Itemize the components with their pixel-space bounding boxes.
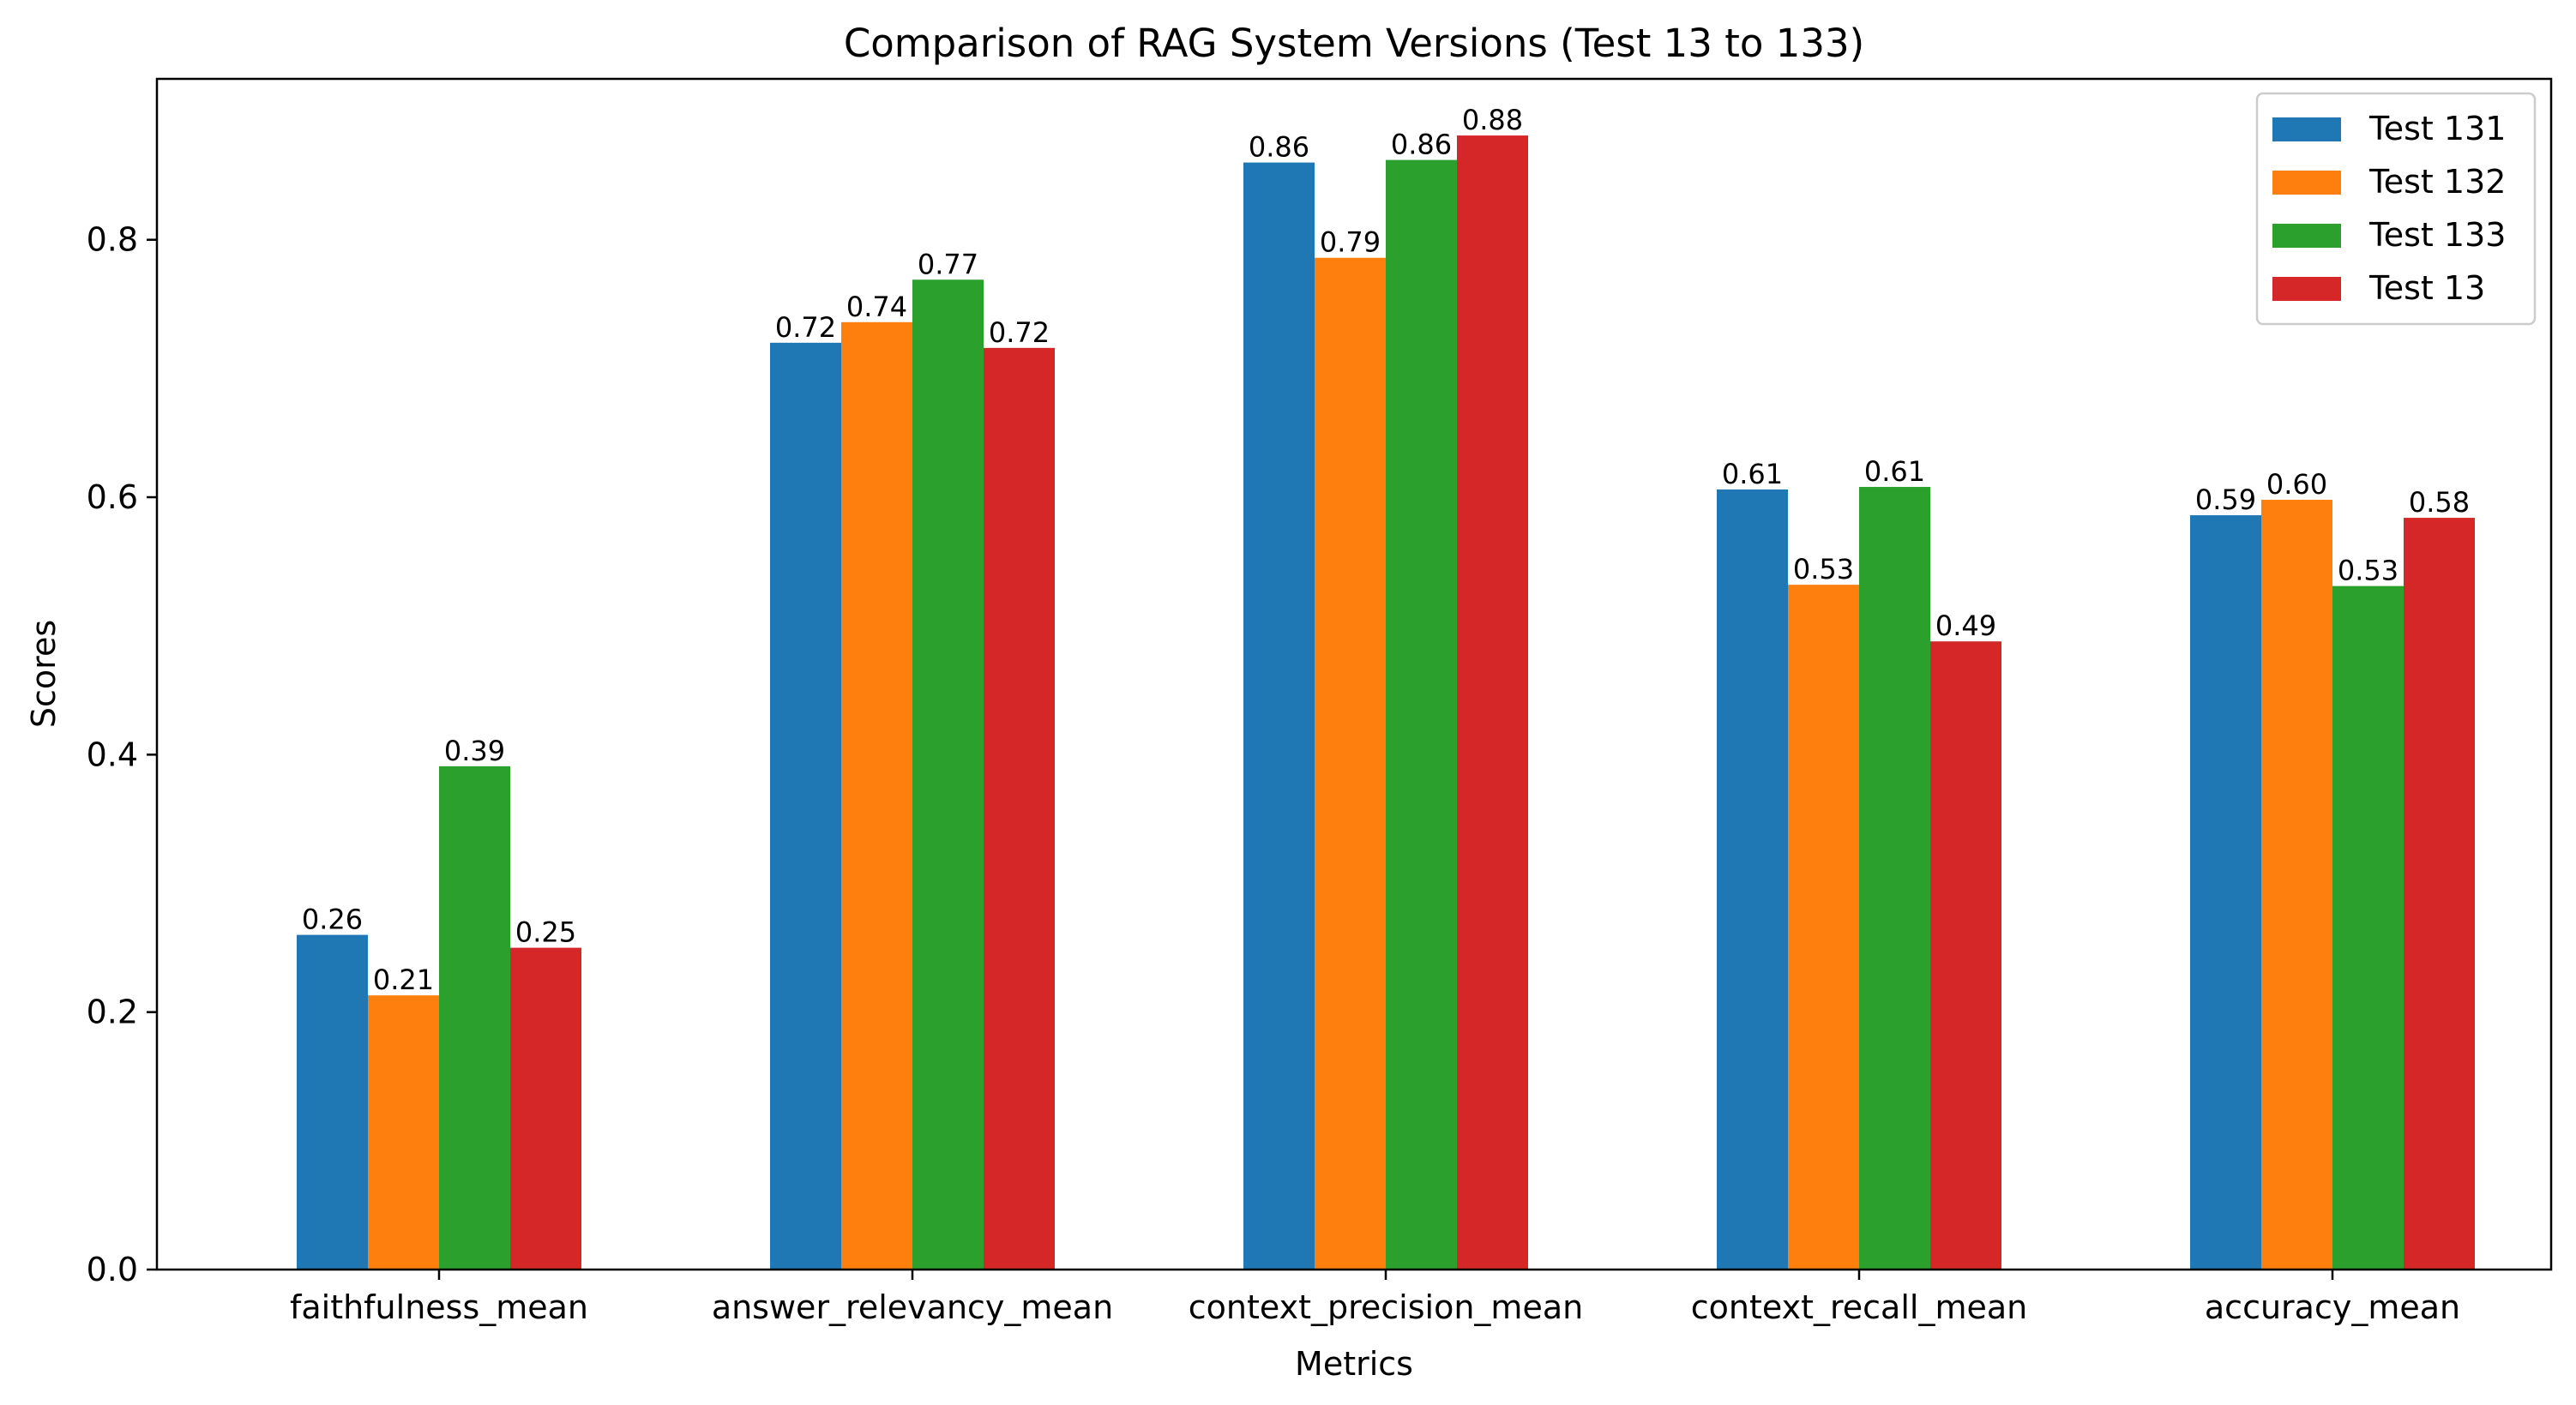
x-tick-label: context_recall_mean	[1691, 1288, 2027, 1326]
y-tick-label: 0.6	[87, 478, 138, 516]
bar-value-label: 0.58	[2409, 486, 2470, 519]
bar-value-label: 0.60	[2266, 468, 2327, 501]
x-tick-label: answer_relevancy_mean	[712, 1288, 1113, 1326]
bar	[1859, 487, 1930, 1270]
legend-label: Test 131	[2368, 110, 2506, 147]
bar-value-label: 0.61	[1864, 455, 1925, 488]
legend-swatch	[2272, 117, 2341, 141]
bar-value-label: 0.39	[444, 735, 505, 767]
bar	[2261, 500, 2332, 1270]
bar	[912, 279, 984, 1270]
plot-frame	[155, 77, 2553, 1271]
y-tick-label: 0.2	[87, 994, 138, 1031]
bar-value-label: 0.59	[2195, 483, 2256, 516]
bar-value-label: 0.53	[2338, 555, 2398, 587]
bar	[1788, 585, 1859, 1270]
bar	[1457, 135, 1528, 1270]
x-tick-label: accuracy_mean	[2205, 1288, 2460, 1326]
x-axis: faithfulness_mean answer_relevancy_mean co…	[290, 1270, 2460, 1326]
legend-swatch	[2272, 224, 2341, 248]
bar-value-label: 0.26	[302, 904, 363, 936]
legend-frame	[2255, 92, 2537, 326]
legend-label: Test 13	[2368, 269, 2485, 307]
legend-label: Test 133	[2368, 216, 2506, 254]
chart-title: Comparison of RAG System Versions (Test …	[844, 21, 1864, 66]
legend-swatch	[2272, 171, 2341, 195]
bar-value-label: 0.25	[515, 916, 576, 949]
bar-value-label: 0.72	[989, 316, 1050, 349]
x-tick-label: context_precision_mean	[1189, 1288, 1583, 1326]
bar	[841, 321, 912, 1270]
legend-label: Test 132	[2368, 163, 2506, 201]
bar	[439, 766, 510, 1270]
bar-value-label: 0.77	[918, 248, 978, 280]
bar-value-label: 0.21	[373, 964, 434, 996]
bar-value-label: 0.72	[775, 311, 836, 344]
y-axis-label: Scores	[25, 620, 63, 728]
bar	[297, 934, 368, 1270]
x-axis-label: Metrics	[1295, 1345, 1413, 1383]
bar	[770, 342, 841, 1270]
bar-value-label: 0.61	[1722, 458, 1783, 490]
bar	[1930, 641, 2001, 1270]
bar-value-label: 0.79	[1320, 226, 1381, 259]
plot-area: 0.26 0.72 0.86 0.61 0.59 0.21 0.74 0.79 0.53 0.60…	[297, 104, 2475, 1270]
y-tick-label: 0.4	[87, 736, 138, 773]
bar	[2332, 585, 2404, 1270]
bar	[1386, 159, 1457, 1270]
bar	[1717, 489, 1788, 1270]
y-axis: 0.0 0.2 0.4 0.6 0.8	[87, 221, 157, 1288]
bar	[984, 347, 1055, 1270]
bar-value-label: 0.86	[1249, 131, 1309, 164]
y-tick-label: 0.0	[87, 1251, 138, 1288]
bar-value-label: 0.86	[1391, 129, 1452, 161]
bar-value-label: 0.74	[846, 291, 907, 323]
bar	[368, 995, 439, 1270]
bar	[1243, 162, 1315, 1270]
bar-value-label: 0.88	[1462, 104, 1523, 136]
bar	[510, 947, 581, 1270]
y-tick-label: 0.8	[87, 221, 138, 259]
legend-swatch	[2272, 277, 2341, 301]
bar-value-label: 0.53	[1793, 553, 1854, 585]
legend: Test 131 Test 132 Test 133 Test 13	[2255, 92, 2537, 326]
bar	[1315, 257, 1386, 1270]
bar	[2190, 515, 2261, 1270]
x-tick-label: faithfulness_mean	[290, 1288, 588, 1326]
bar	[2404, 518, 2475, 1270]
bar-value-label: 0.49	[1935, 609, 1996, 642]
